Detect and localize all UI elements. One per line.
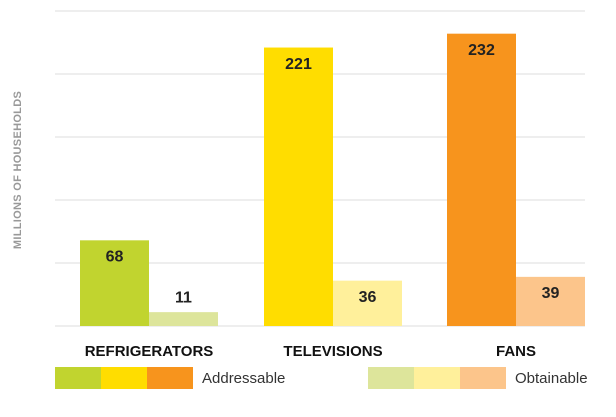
legend-swatch	[368, 367, 414, 389]
bar	[447, 33, 516, 327]
bar	[149, 312, 218, 326]
legend-swatch	[147, 367, 193, 389]
legend-swatch	[55, 367, 101, 389]
legend-label: Obtainable	[515, 370, 588, 387]
legend-swatch	[460, 367, 506, 389]
data-label: 221	[285, 56, 312, 73]
bar	[264, 47, 333, 326]
bar	[516, 276, 585, 326]
x-tick-label: FANS	[496, 343, 536, 360]
data-label: 11	[175, 289, 192, 306]
data-label: 36	[359, 289, 377, 306]
y-axis-label: MILLIONS OF HOUSEHOLDS	[12, 91, 24, 249]
legend-label: Addressable	[202, 370, 285, 387]
data-label: 39	[542, 285, 560, 302]
data-label: 68	[106, 249, 124, 266]
x-tick-label: TELEVISIONS	[283, 343, 382, 360]
legend-swatch	[101, 367, 147, 389]
legend-swatch	[414, 367, 460, 389]
bar	[333, 280, 402, 326]
x-tick-label: REFRIGERATORS	[85, 343, 214, 360]
data-label: 232	[468, 42, 495, 59]
bar	[80, 240, 149, 326]
